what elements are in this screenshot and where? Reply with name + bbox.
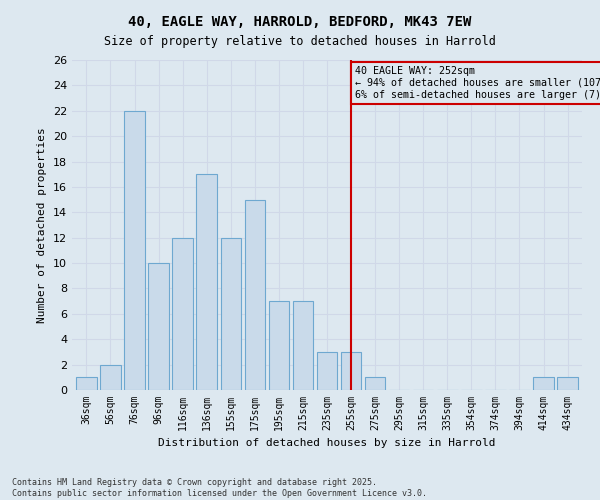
Bar xyxy=(341,352,361,390)
Text: Contains HM Land Registry data © Crown copyright and database right 2025.
Contai: Contains HM Land Registry data © Crown c… xyxy=(12,478,427,498)
Bar xyxy=(148,263,169,390)
Bar xyxy=(172,238,193,390)
Bar xyxy=(317,352,337,390)
Bar xyxy=(221,238,241,390)
Y-axis label: Number of detached properties: Number of detached properties xyxy=(37,127,47,323)
Bar xyxy=(293,301,313,390)
Bar xyxy=(365,378,385,390)
Text: 40 EAGLE WAY: 252sqm
← 94% of detached houses are smaller (107)
6% of semi-detac: 40 EAGLE WAY: 252sqm ← 94% of detached h… xyxy=(355,66,600,100)
Text: 40, EAGLE WAY, HARROLD, BEDFORD, MK43 7EW: 40, EAGLE WAY, HARROLD, BEDFORD, MK43 7E… xyxy=(128,15,472,29)
Bar xyxy=(533,378,554,390)
X-axis label: Distribution of detached houses by size in Harrold: Distribution of detached houses by size … xyxy=(158,438,496,448)
Bar xyxy=(100,364,121,390)
Bar xyxy=(269,301,289,390)
Bar xyxy=(557,378,578,390)
Bar xyxy=(245,200,265,390)
Text: Size of property relative to detached houses in Harrold: Size of property relative to detached ho… xyxy=(104,35,496,48)
Bar xyxy=(124,111,145,390)
Bar xyxy=(196,174,217,390)
Bar xyxy=(76,378,97,390)
